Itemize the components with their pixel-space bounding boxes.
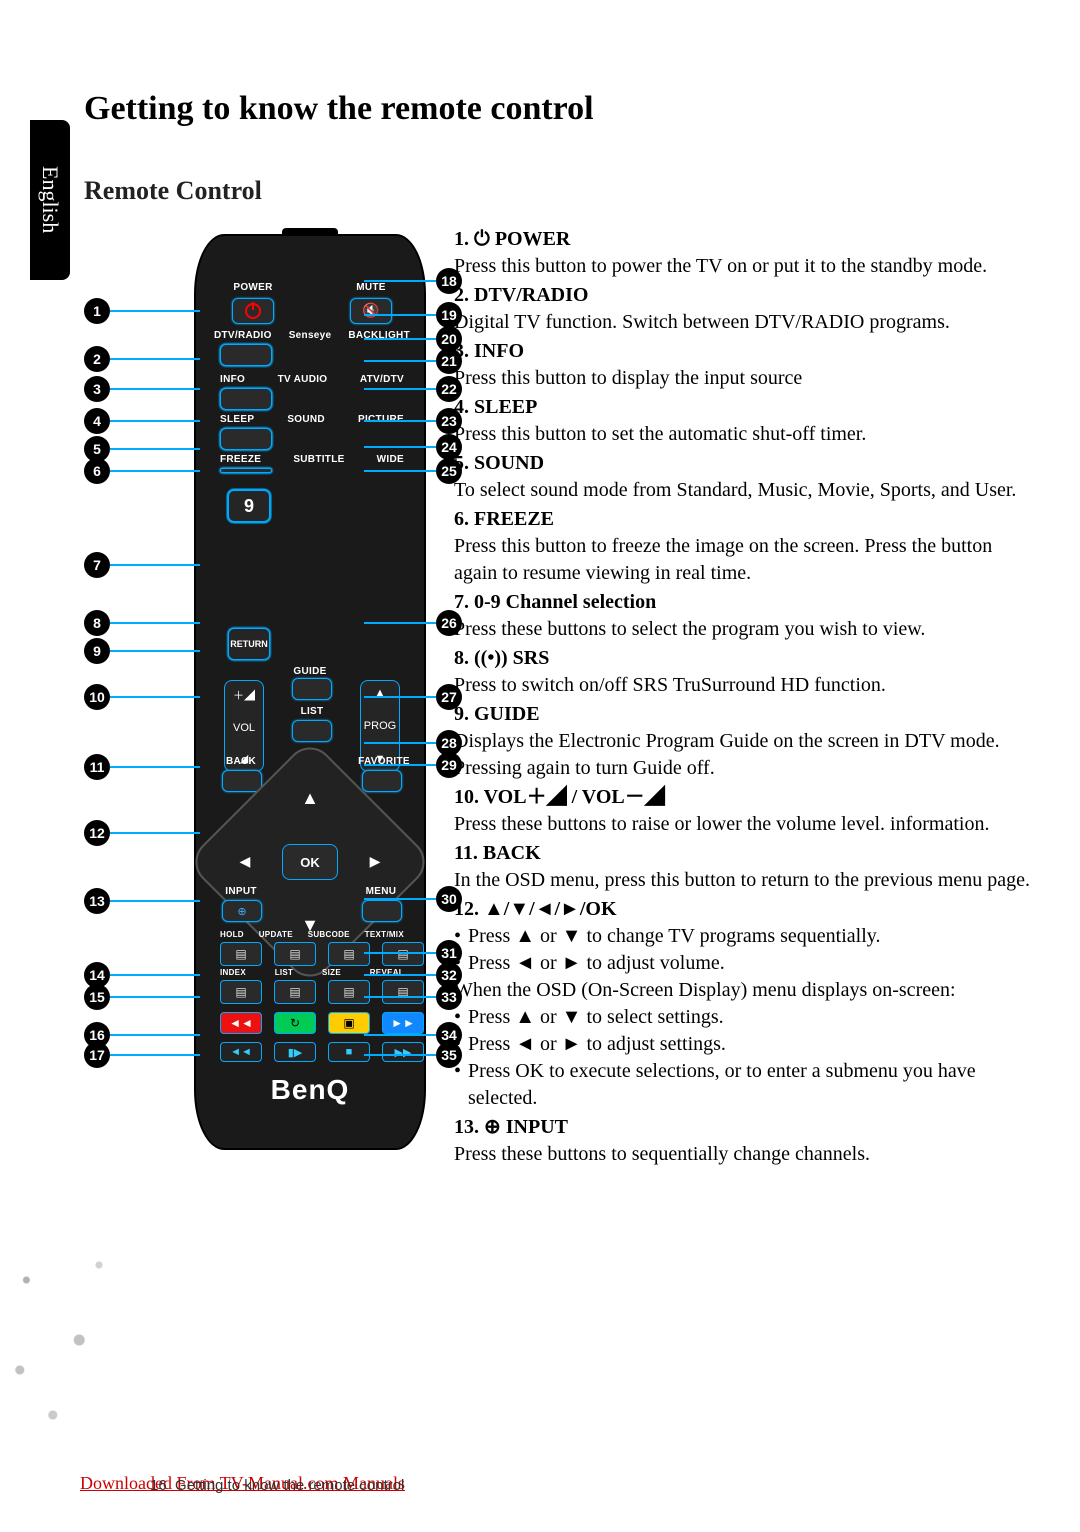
callout-35: 35 xyxy=(436,1042,462,1068)
num-9-button[interactable]: 9 xyxy=(228,490,270,522)
return-button[interactable]: RETURN xyxy=(228,628,270,660)
callout-15: 15 xyxy=(84,984,110,1010)
callout-11: 11 xyxy=(84,754,110,780)
callout-26: 26 xyxy=(436,610,462,636)
callout-6: 6 xyxy=(84,458,110,484)
blue-button[interactable]: ►► xyxy=(382,1012,424,1034)
row5-labels: FREEZESUBTITLEWIDE xyxy=(220,454,404,465)
remote-body: POWER MUTE 🔇 DTV/RADIOSenseyeBACKLIGHT xyxy=(194,234,426,1150)
ok-button[interactable]: OK xyxy=(282,844,338,880)
input-label: INPUT xyxy=(218,886,264,897)
mute-button[interactable]: 🔇 xyxy=(350,298,392,324)
arrow-left[interactable]: ◄ xyxy=(236,852,254,873)
forward-button[interactable]: ▶▶ xyxy=(382,1042,424,1062)
play-pause-button[interactable]: ▮▶ xyxy=(274,1042,316,1062)
callout-1: 1 xyxy=(84,298,110,324)
desc-item: 9. GUIDEDisplays the Electronic Program … xyxy=(454,701,1034,782)
size-button[interactable]: ▤ xyxy=(328,980,370,1004)
callout-3: 3 xyxy=(84,376,110,402)
callout-19: 19 xyxy=(436,302,462,328)
callout-10: 10 xyxy=(84,684,110,710)
media-buttons: ◄◄ ▮▶ ■ ▶▶ xyxy=(220,1042,424,1062)
color-buttons: ◄◄ ↻ ▣ ►► xyxy=(220,1012,424,1034)
menu-button[interactable] xyxy=(362,900,402,922)
power-label: POWER xyxy=(232,282,274,293)
textmix-button[interactable]: ▤ xyxy=(382,942,424,966)
desc-item: 8. ((•)) SRSPress to switch on/off SRS T… xyxy=(454,645,1034,699)
update-button[interactable]: ▤ xyxy=(274,942,316,966)
desc-item: 12. ▲/▼/◄/►/OKPress ▲ or ▼ to change TV … xyxy=(454,896,1034,1112)
descriptions: 1. ⏻ POWERPress this button to power the… xyxy=(454,226,1034,1170)
subcode-button[interactable]: ▤ xyxy=(328,942,370,966)
callout-2: 2 xyxy=(84,346,110,372)
callout-25: 25 xyxy=(436,458,462,484)
callout-27: 27 xyxy=(436,684,462,710)
guide-label: GUIDE xyxy=(196,666,424,677)
callout-17: 17 xyxy=(84,1042,110,1068)
callout-9: 9 xyxy=(84,638,110,664)
callout-18: 18 xyxy=(436,268,462,294)
callout-29: 29 xyxy=(436,752,462,778)
desc-item: 10. VOL＋◢ / VOL－◢Press these buttons to … xyxy=(454,784,1034,838)
callout-23: 23 xyxy=(436,408,462,434)
reveal-button[interactable]: ▤ xyxy=(382,980,424,1004)
backlight-button[interactable] xyxy=(220,344,272,366)
red-button[interactable]: ◄◄ xyxy=(220,1012,262,1034)
desc-item: 5. SOUNDTo select sound mode from Standa… xyxy=(454,450,1034,504)
mute-label: MUTE xyxy=(350,282,392,293)
input-button[interactable]: ⊕ xyxy=(222,900,262,922)
yellow-button[interactable]: ▣ xyxy=(328,1012,370,1034)
remote-diagram: 1234567891011121314151617 18192021222324… xyxy=(84,226,444,1170)
menu-label: MENU xyxy=(358,886,404,897)
tt-row1: ▤ ▤ ▤ ▤ xyxy=(220,942,424,966)
row3-labels: INFOTV AUDIOATV/DTV xyxy=(220,374,404,385)
guide-button[interactable] xyxy=(292,678,332,700)
desc-item: 7. 0-9 Channel selectionPress these butt… xyxy=(454,589,1034,643)
index-button[interactable]: ▤ xyxy=(220,980,262,1004)
list2-button[interactable]: ▤ xyxy=(274,980,316,1004)
dpad: ▲ ▼ ◄ ► OK xyxy=(222,774,398,950)
hold-button[interactable]: ▤ xyxy=(220,942,262,966)
green-button[interactable]: ↻ xyxy=(274,1012,316,1034)
power-icon xyxy=(245,303,261,319)
desc-item: 6. FREEZEPress this button to freeze the… xyxy=(454,506,1034,587)
atv-dtv-button[interactable] xyxy=(220,388,272,410)
desc-item: 3. INFOPress this button to display the … xyxy=(454,338,1034,392)
picture-button[interactable] xyxy=(220,428,272,450)
desc-item: 13. ⊕ INPUTPress these buttons to sequen… xyxy=(454,1114,1034,1168)
callout-8: 8 xyxy=(84,610,110,636)
wide-button[interactable] xyxy=(220,468,272,473)
desc-item: 11. BACKIn the OSD menu, press this butt… xyxy=(454,840,1034,894)
brand-logo: BenQ xyxy=(196,1074,424,1106)
desc-item: 2. DTV/RADIODigital TV function. Switch … xyxy=(454,282,1034,336)
tt1-labels: HOLDUPDATESUBCODETEXT/MIX xyxy=(220,930,404,939)
callout-21: 21 xyxy=(436,348,462,374)
list-button[interactable] xyxy=(292,720,332,742)
page-title: Getting to know the remote control xyxy=(84,90,1044,128)
page-footer-label: 16 Getting to know the remote control xyxy=(150,1477,404,1494)
list-label: LIST xyxy=(292,706,332,717)
callout-13: 13 xyxy=(84,888,110,914)
callout-33: 33 xyxy=(436,984,462,1010)
callout-4: 4 xyxy=(84,408,110,434)
callout-7: 7 xyxy=(84,552,110,578)
callout-24: 24 xyxy=(436,434,462,460)
language-tab: English xyxy=(30,120,70,280)
callout-12: 12 xyxy=(84,820,110,846)
stop-button[interactable]: ■ xyxy=(328,1042,370,1062)
desc-item: 4. SLEEPPress this button to set the aut… xyxy=(454,394,1034,448)
tt-row2: ▤ ▤ ▤ ▤ xyxy=(220,980,424,1004)
section-title: Remote Control xyxy=(84,176,1044,206)
power-button[interactable] xyxy=(232,298,274,324)
back-label: BACK xyxy=(218,756,264,767)
callout-30: 30 xyxy=(436,886,462,912)
desc-item: 1. ⏻ POWERPress this button to power the… xyxy=(454,226,1034,280)
arrow-right[interactable]: ► xyxy=(366,852,384,873)
rewind-button[interactable]: ◄◄ xyxy=(220,1042,262,1062)
arrow-up[interactable]: ▲ xyxy=(301,788,319,809)
callout-22: 22 xyxy=(436,376,462,402)
background-bokeh xyxy=(0,1190,132,1490)
